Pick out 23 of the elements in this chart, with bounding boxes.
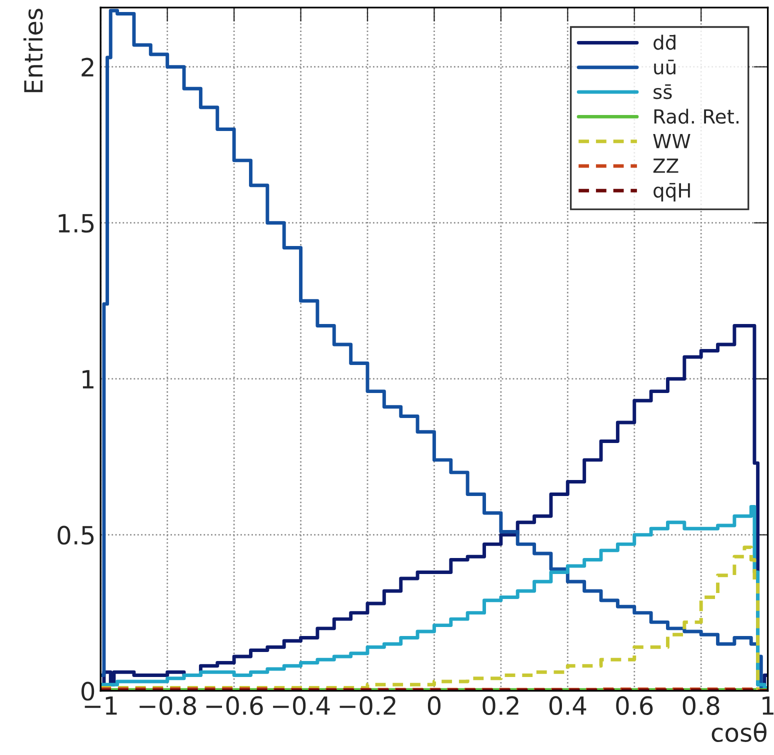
legend-label: ss̄ <box>654 84 672 100</box>
x-tick-label: −0.8 <box>140 696 196 716</box>
x-tick-label: 0 <box>428 696 441 716</box>
y-axis-title: Entries <box>23 8 43 92</box>
x-tick-label: −0.4 <box>273 696 330 716</box>
legend-label: WW <box>653 134 690 148</box>
x-axis-title: cosθ <box>712 722 766 742</box>
y-tick-label: 2 <box>82 58 94 76</box>
legend-label: dd̄ <box>654 34 676 50</box>
x-tick-label: 1 <box>762 696 774 715</box>
x-tick-label: −0.6 <box>206 696 263 716</box>
x-tick-label: 0.6 <box>616 696 653 716</box>
y-tick-label: 1.5 <box>58 214 94 233</box>
x-tick-label: 0.2 <box>482 696 518 716</box>
x-tick-label: −0.2 <box>340 696 396 716</box>
legend-label: Rad. Ret. <box>654 108 738 124</box>
legend-label: uū <box>654 60 676 74</box>
legend-label: qq̄H <box>654 182 690 202</box>
x-tick-label: 0.8 <box>682 696 720 716</box>
y-tick-label: 0.5 <box>58 526 94 545</box>
legend-label: ZZ <box>653 158 678 173</box>
x-tick-label: 0.4 <box>549 696 586 716</box>
y-tick-label: 1 <box>82 370 94 388</box>
